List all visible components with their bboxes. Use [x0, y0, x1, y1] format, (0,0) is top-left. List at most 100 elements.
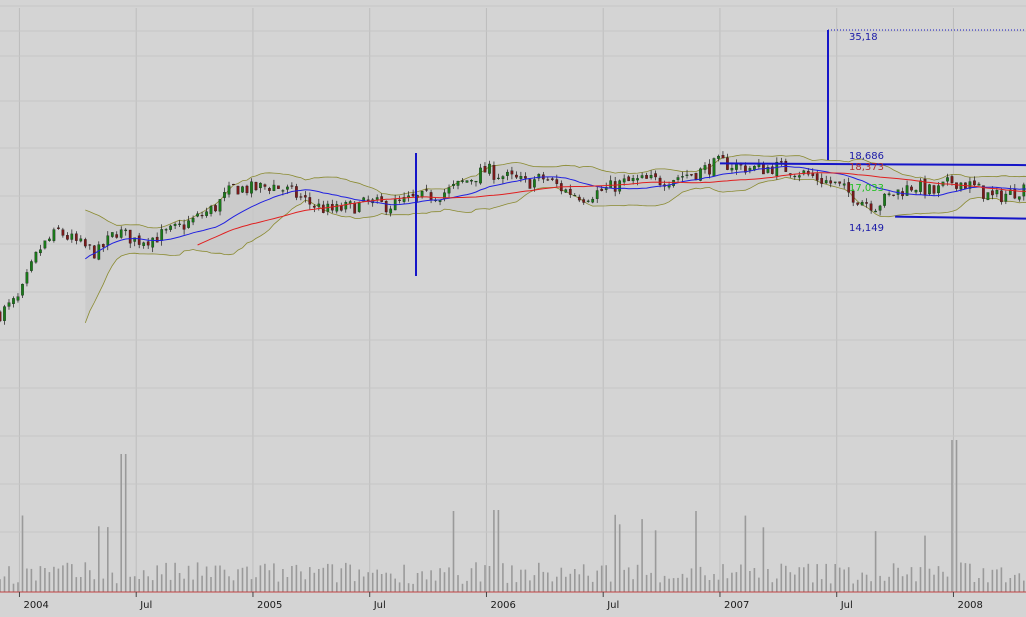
candle-body [564, 189, 568, 193]
candlesticks [0, 151, 1026, 325]
volume-bar [951, 440, 953, 592]
candle-body [92, 245, 96, 259]
volume-bar [57, 568, 60, 592]
candle-body [128, 229, 132, 244]
candle-body [70, 233, 74, 240]
volume-bar [574, 569, 576, 592]
candle-body [550, 178, 554, 180]
volume-bar [731, 572, 733, 592]
candle-body [865, 202, 868, 204]
volume-bar [53, 566, 55, 592]
volume-bar [591, 581, 594, 592]
candle-body [860, 201, 864, 206]
volume-bar [255, 577, 257, 592]
candle-body [241, 186, 244, 193]
candle-body [524, 176, 527, 179]
candle-body [232, 183, 235, 186]
candle-body [209, 206, 213, 214]
candle-body [295, 186, 298, 198]
volume-bar [196, 562, 199, 592]
volume-bar [794, 574, 796, 592]
volume-bar [156, 565, 158, 592]
volume-bar [1005, 582, 1007, 592]
bollinger-fill [85, 154, 1026, 323]
volume-bar [228, 576, 230, 592]
volume-bar [39, 566, 42, 592]
volume-bar [704, 575, 706, 592]
candle-body [286, 186, 289, 190]
volume-bar [645, 574, 648, 592]
volume-bar [210, 577, 212, 592]
volume-bar [493, 510, 495, 592]
candle-body [483, 166, 487, 173]
candle-body [708, 163, 711, 175]
volume-bar [807, 563, 810, 592]
x-tick-label: 2008 [957, 600, 982, 611]
candle-body [1022, 184, 1026, 197]
candle-body [250, 181, 253, 194]
volume-bar [318, 569, 320, 592]
volume-bar [829, 583, 832, 592]
volume-bar [870, 581, 872, 592]
candle-body [537, 174, 541, 179]
volume-bar [358, 569, 360, 592]
volume-bar [412, 583, 414, 592]
volume-bar [416, 573, 419, 592]
volume-bar [816, 564, 818, 592]
candle-body [57, 227, 60, 229]
candle-body [465, 180, 469, 183]
volume-bar [394, 578, 396, 592]
volume-bar [614, 514, 616, 592]
candle-body [187, 220, 190, 228]
candle-body [712, 158, 716, 177]
candle-body [748, 168, 752, 171]
candle-body [977, 183, 981, 186]
candle-body [717, 155, 720, 159]
candle-body [869, 203, 873, 211]
volume-bar [98, 526, 100, 592]
candle-body [429, 192, 433, 201]
x-axis-band [0, 592, 1026, 613]
candle-body [546, 179, 550, 181]
candle-body [654, 173, 657, 178]
volume-bar [371, 572, 374, 592]
candle-body [577, 196, 581, 201]
volume-bar [89, 570, 91, 592]
volume-bar [304, 579, 307, 592]
candle-body [838, 181, 842, 184]
candle-body [847, 182, 851, 193]
volume-bar [0, 579, 1, 592]
candle-body [452, 183, 455, 186]
candle-body [842, 183, 846, 186]
volume-bar [1009, 578, 1012, 592]
candle-body [312, 205, 316, 208]
candle-body [317, 203, 321, 207]
candle-body [914, 190, 918, 193]
candle-body [182, 224, 186, 230]
candle-body [735, 163, 738, 170]
volume-bar [740, 564, 742, 592]
volume-bar [969, 563, 971, 592]
volume-bar [897, 567, 899, 592]
volume-bar [506, 582, 509, 592]
volume-bar [847, 567, 850, 592]
volume-bar [978, 578, 980, 592]
volume-bar [785, 565, 787, 592]
volume-bar [367, 572, 369, 592]
candle-body [218, 199, 222, 212]
x-tick-label: 2005 [257, 600, 282, 611]
candle-body [0, 311, 2, 322]
candle-body [344, 202, 348, 210]
candle-body [115, 234, 119, 238]
volume-bar [650, 572, 652, 592]
candle-body [7, 302, 11, 307]
candle-body [66, 235, 69, 240]
volume-bar [695, 511, 697, 592]
candle-body [991, 190, 994, 196]
x-axis: 2004Jul2005Jul2006Jul2007Jul2008Jul2009J… [0, 591, 1026, 613]
volume-bar [336, 582, 338, 592]
volume-bar [475, 562, 477, 592]
candle-body [402, 197, 406, 202]
volume-bar [587, 575, 589, 592]
candle-body [164, 229, 168, 231]
